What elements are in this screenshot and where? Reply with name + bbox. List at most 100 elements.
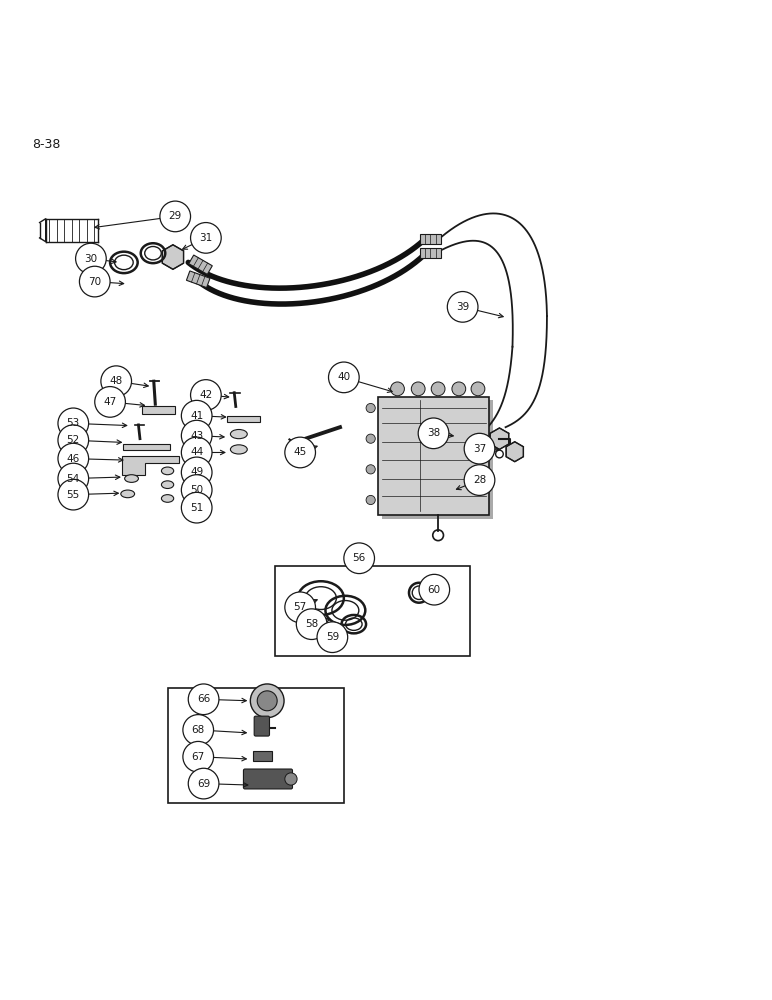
Circle shape — [191, 380, 222, 410]
Circle shape — [181, 492, 212, 523]
Circle shape — [58, 425, 89, 456]
Text: 59: 59 — [326, 632, 339, 642]
Circle shape — [329, 362, 359, 393]
Text: 58: 58 — [305, 619, 318, 629]
Circle shape — [181, 400, 212, 431]
Polygon shape — [420, 248, 441, 258]
Polygon shape — [186, 271, 210, 288]
Circle shape — [452, 382, 466, 396]
Text: 44: 44 — [190, 447, 203, 457]
Circle shape — [366, 495, 375, 505]
Polygon shape — [142, 406, 175, 414]
Text: 41: 41 — [190, 411, 203, 421]
Ellipse shape — [120, 490, 134, 498]
Text: 31: 31 — [199, 233, 212, 243]
Text: 57: 57 — [293, 602, 306, 612]
Text: 49: 49 — [190, 467, 203, 477]
Text: 46: 46 — [66, 454, 80, 464]
Text: 42: 42 — [199, 390, 212, 400]
Ellipse shape — [161, 481, 174, 489]
Text: 56: 56 — [353, 553, 366, 563]
Ellipse shape — [161, 467, 174, 475]
Circle shape — [181, 457, 212, 488]
Circle shape — [181, 420, 212, 451]
FancyBboxPatch shape — [382, 400, 493, 519]
Text: 69: 69 — [197, 779, 210, 789]
Polygon shape — [490, 428, 509, 449]
Text: 51: 51 — [190, 503, 203, 513]
Ellipse shape — [161, 495, 174, 502]
Polygon shape — [123, 444, 170, 450]
Circle shape — [160, 201, 191, 232]
Circle shape — [250, 684, 284, 718]
Polygon shape — [121, 456, 179, 475]
Text: 68: 68 — [191, 725, 205, 735]
Text: 52: 52 — [66, 435, 80, 445]
Circle shape — [344, 543, 374, 574]
Circle shape — [285, 773, 297, 785]
Circle shape — [366, 434, 375, 443]
Text: 66: 66 — [197, 694, 210, 704]
Text: 47: 47 — [103, 397, 117, 407]
FancyBboxPatch shape — [168, 688, 344, 803]
Circle shape — [58, 408, 89, 439]
Text: 30: 30 — [84, 254, 97, 264]
Circle shape — [188, 768, 219, 799]
Circle shape — [464, 465, 495, 495]
Circle shape — [447, 292, 478, 322]
Text: 60: 60 — [428, 585, 441, 595]
Text: 43: 43 — [190, 431, 203, 441]
Polygon shape — [506, 442, 523, 462]
FancyBboxPatch shape — [378, 397, 489, 515]
Text: 54: 54 — [66, 474, 80, 484]
Circle shape — [391, 382, 405, 396]
Ellipse shape — [230, 429, 247, 439]
Circle shape — [58, 443, 89, 474]
Circle shape — [285, 592, 316, 623]
Text: 38: 38 — [427, 428, 440, 438]
Text: 70: 70 — [88, 277, 101, 287]
Circle shape — [257, 691, 277, 711]
Circle shape — [317, 622, 347, 653]
Text: 40: 40 — [337, 372, 350, 382]
Text: 53: 53 — [66, 418, 80, 428]
Circle shape — [58, 463, 89, 494]
Circle shape — [76, 243, 107, 274]
Circle shape — [366, 403, 375, 413]
Polygon shape — [162, 245, 184, 269]
Text: 28: 28 — [473, 475, 486, 485]
Circle shape — [285, 437, 316, 468]
Circle shape — [183, 715, 214, 745]
Circle shape — [296, 609, 327, 639]
Circle shape — [101, 366, 131, 397]
Circle shape — [181, 475, 212, 505]
Circle shape — [411, 382, 425, 396]
Text: 37: 37 — [473, 444, 486, 454]
Text: 45: 45 — [293, 447, 306, 457]
Text: 29: 29 — [168, 211, 182, 221]
Ellipse shape — [230, 445, 247, 454]
FancyBboxPatch shape — [275, 566, 470, 656]
Polygon shape — [227, 416, 259, 422]
Circle shape — [432, 382, 445, 396]
Text: 67: 67 — [191, 752, 205, 762]
Circle shape — [58, 479, 89, 510]
Text: 39: 39 — [456, 302, 469, 312]
Circle shape — [188, 684, 219, 715]
Circle shape — [464, 433, 495, 464]
Circle shape — [471, 382, 485, 396]
Text: 48: 48 — [110, 376, 123, 386]
FancyBboxPatch shape — [243, 769, 293, 789]
Circle shape — [366, 465, 375, 474]
Text: 55: 55 — [66, 490, 80, 500]
Text: 50: 50 — [190, 485, 203, 495]
Circle shape — [95, 387, 125, 417]
Circle shape — [419, 574, 449, 605]
Circle shape — [191, 223, 222, 253]
Circle shape — [181, 437, 212, 468]
Circle shape — [418, 418, 449, 449]
Polygon shape — [420, 234, 441, 244]
Text: 8-38: 8-38 — [32, 138, 60, 151]
FancyBboxPatch shape — [254, 716, 269, 736]
Circle shape — [80, 266, 110, 297]
